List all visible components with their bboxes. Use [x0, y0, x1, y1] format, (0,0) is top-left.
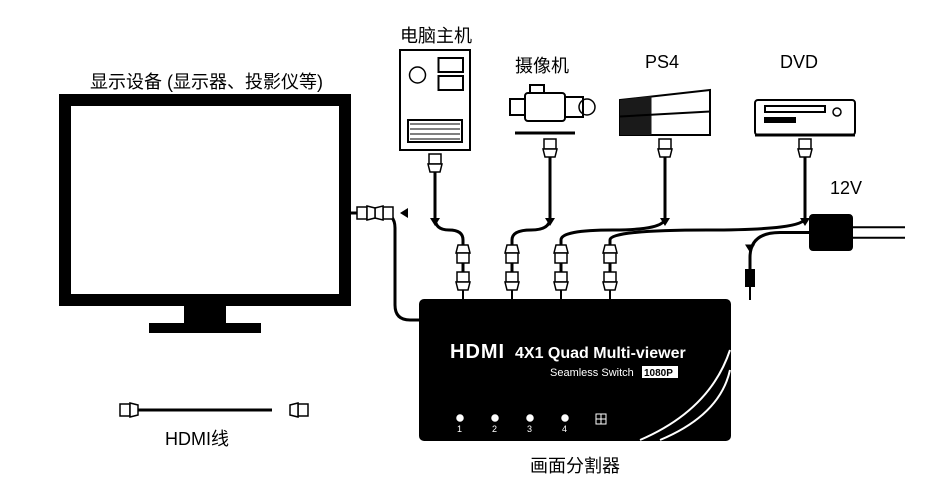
svg-text:2: 2: [492, 424, 497, 434]
label-pc: 电脑主机: [400, 22, 472, 48]
svg-text:4X1 Quad Multi-viewer: 4X1 Quad Multi-viewer: [515, 345, 686, 362]
svg-text:1080P: 1080P: [644, 368, 673, 379]
svg-text:1: 1: [457, 424, 462, 434]
label-power: 12V: [830, 178, 862, 199]
label-dvd: DVD: [780, 52, 818, 73]
svg-text:HDMI: HDMI: [450, 341, 505, 363]
label-display: 显示设备 (显示器、投影仪等): [90, 68, 323, 94]
label-camera: 摄像机: [515, 52, 569, 78]
label-hdmi-cable: HDMI线: [165, 425, 229, 451]
svg-text:4: 4: [562, 424, 567, 434]
label-splitter-unit: 画面分割器: [530, 452, 620, 478]
svg-text:Seamless Switch: Seamless Switch: [550, 367, 634, 379]
svg-text:3: 3: [527, 424, 532, 434]
label-ps4: PS4: [645, 52, 679, 73]
